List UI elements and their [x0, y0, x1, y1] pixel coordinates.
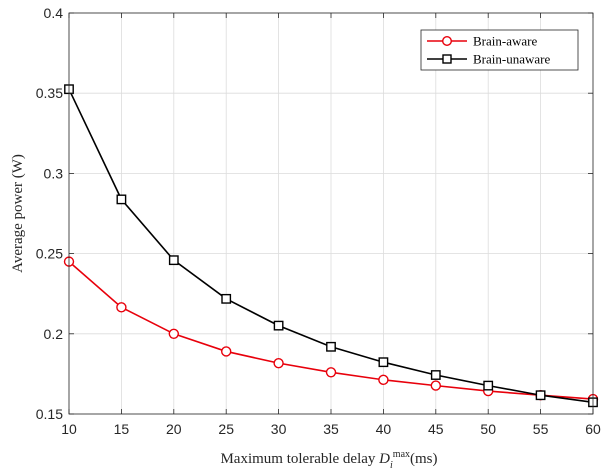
legend: Brain-aware Brain-unaware: [420, 29, 579, 71]
legend-items: Brain-aware Brain-unaware: [427, 34, 550, 67]
data-point-square: [168, 255, 179, 266]
legend-label: Brain-aware: [473, 34, 537, 49]
x-tick-label: 10: [61, 421, 77, 437]
data-point-square: [116, 194, 127, 205]
data-point-square: [483, 380, 494, 391]
data-point-square: [221, 293, 232, 304]
series-layer: [63, 84, 599, 408]
axis-ticks: 10 15 20 25 30 35 40 45 50 55 60 0.15 0.2 0.25 0.3 0.35…: [36, 5, 601, 437]
data-point-circle: [220, 346, 232, 357]
x-tick-label: 40: [376, 421, 392, 437]
data-point-square: [378, 357, 389, 368]
x-axis-label-symbol: D: [378, 451, 390, 467]
x-tick-label: 60: [585, 421, 601, 437]
x-tick-label: 25: [218, 421, 234, 437]
data-point-circle: [168, 328, 180, 339]
y-tick-label: 0.35: [36, 85, 63, 101]
data-point-square: [326, 341, 336, 352]
data-point-square: [430, 370, 441, 380]
x-tick-label: 45: [428, 421, 444, 437]
y-tick-label: 0.3: [44, 165, 64, 181]
x-tick-label: 15: [114, 421, 130, 437]
x-tick-label: 20: [166, 421, 182, 437]
y-tick-label: 0.15: [36, 406, 63, 422]
x-tick-label: 55: [533, 421, 549, 437]
x-tick-label: 35: [323, 421, 339, 437]
legend-marker-circle: [442, 36, 453, 47]
data-point-circle: [325, 367, 337, 378]
legend-marker-square: [442, 54, 452, 64]
x-axis-label-unit: (ms): [410, 451, 438, 467]
y-axis-label: Average power (W): [10, 154, 26, 273]
data-point-square: [535, 390, 546, 401]
legend-label: Brain-unaware: [473, 52, 550, 67]
x-axis-label-text: Maximum tolerable delay: [220, 451, 375, 467]
x-axis-label-subscript: i: [390, 460, 393, 471]
data-point-circle: [430, 380, 441, 391]
x-tick-label: 50: [480, 421, 496, 437]
x-tick-label: 30: [271, 421, 287, 437]
data-point-circle: [378, 374, 389, 386]
data-point-square: [273, 320, 284, 331]
y-tick-label: 0.4: [44, 5, 64, 21]
data-point-circle: [116, 302, 127, 313]
data-point-circle: [273, 357, 284, 369]
x-axis-label-superscript: max: [393, 449, 410, 460]
y-tick-label: 0.25: [36, 246, 63, 262]
x-axis-label: Maximum tolerable delay Dimax(ms): [220, 449, 437, 471]
y-tick-label: 0.2: [44, 326, 64, 342]
